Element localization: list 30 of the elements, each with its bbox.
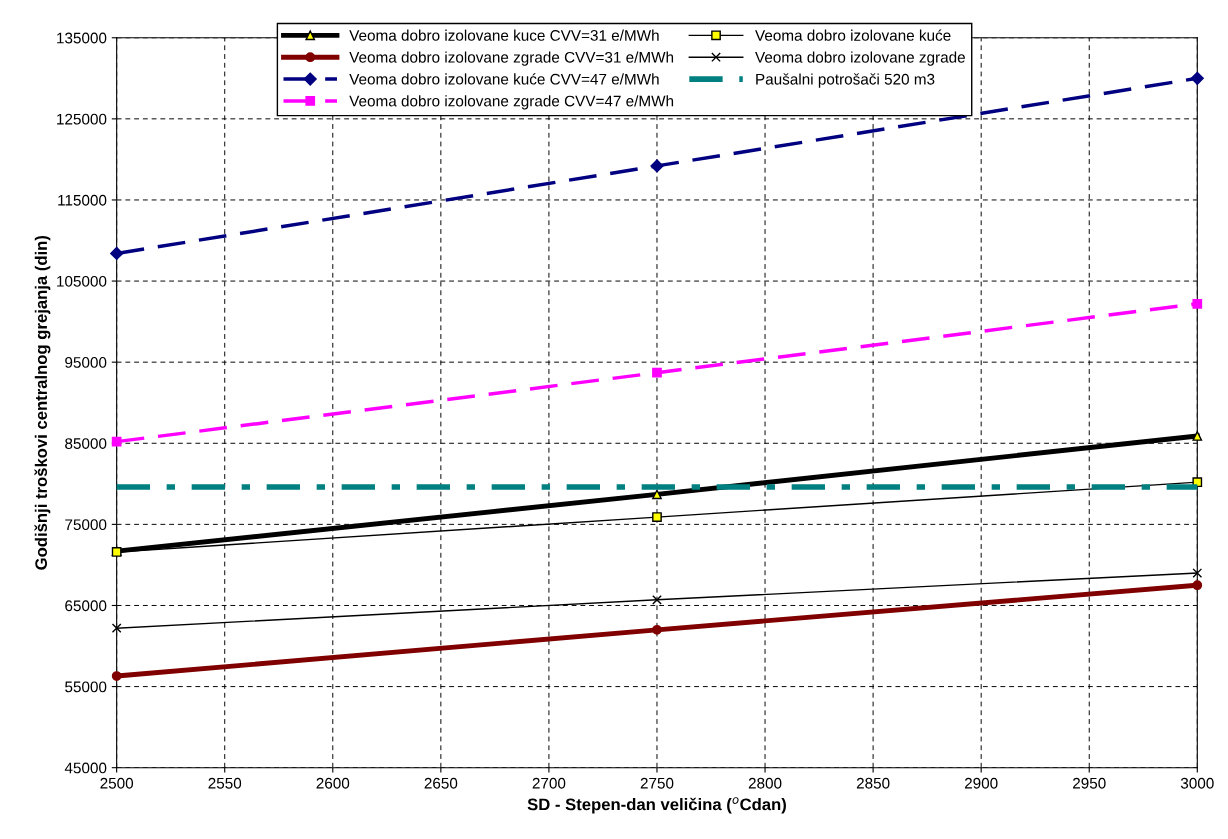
y-tick-label: 85000 [65, 438, 107, 449]
y-axis-title: Godišnji troškovi centralnog grejanja (din) [34, 235, 51, 570]
y-tick-label: 105000 [57, 275, 107, 287]
legend-label: Paušalni potrošači 520 m3 [756, 73, 935, 88]
legend-label: Veoma dobro izolovane kuće CVV=47 e/MWh [349, 73, 659, 85]
legend-label: Veoma dobro izolovane zgrade CVV=47 e/MWh [349, 95, 674, 110]
x-tick-label: 2500 [100, 777, 134, 789]
legend-label: Veoma dobro izolovane zgrade [755, 51, 965, 66]
y-tick-label: 135000 [57, 32, 107, 44]
y-tick-label: 125000 [57, 113, 107, 125]
x-tick-label: 3000 [1180, 777, 1214, 789]
legend-label: Veoma dobro izolovane kuće [755, 29, 951, 41]
x-tick-label: 2850 [856, 777, 890, 789]
x-tick-label: 2550 [208, 777, 242, 789]
x-tick-label: 2750 [640, 777, 674, 789]
x-tick-label: 2950 [1073, 777, 1106, 789]
x-tick-label: 2800 [748, 777, 782, 789]
x-tick-label: 2650 [424, 777, 458, 789]
x-axis-title: SD - Stepen-dan veličina ($^{o}$Cdan) [527, 797, 786, 814]
y-tick-label: 95000 [65, 357, 107, 368]
legend-label: Veoma dobro izolovane kuce CVV=31 e/MWh [349, 29, 659, 41]
y-tick-label: 115000 [58, 194, 107, 206]
x-tick-label: 2700 [532, 777, 566, 789]
y-tick-label: 55000 [65, 681, 107, 693]
y-tick-label: 65000 [65, 600, 107, 612]
x-tick-label: 2900 [964, 777, 998, 789]
y-tick-label: 75000 [65, 519, 107, 531]
x-tick-label: 2600 [316, 777, 350, 789]
legend-label: Veoma dobro izolovane zgrade CVV=31 e/MWh [349, 51, 674, 66]
y-tick-label: 45000 [64, 762, 107, 774]
